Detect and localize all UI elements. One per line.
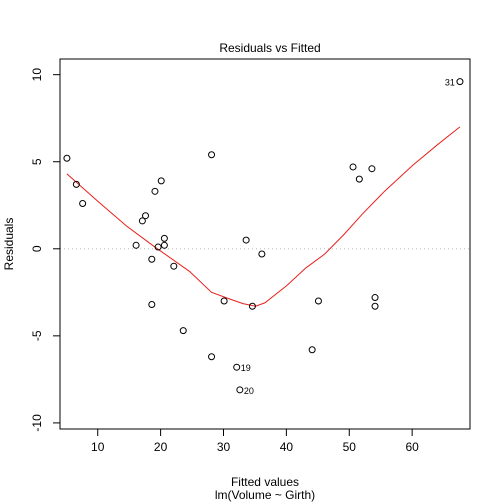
x-tick-label: 40 (280, 440, 294, 454)
x-tick-label: 20 (154, 440, 168, 454)
x-axis: 10 20 30 40 50 60 (91, 428, 419, 454)
data-point (368, 165, 376, 173)
x-axis-label: Fitted values (231, 475, 299, 489)
data-point (208, 353, 216, 361)
data-point (242, 236, 250, 244)
data-point (79, 200, 87, 208)
data-point (220, 297, 228, 305)
data-point (208, 151, 216, 159)
data-point (349, 163, 357, 171)
x-tick-label: 50 (343, 440, 357, 454)
data-point (355, 175, 363, 183)
y-tick-label: 5 (30, 158, 44, 165)
x-tick-label: 10 (91, 440, 105, 454)
data-points (63, 78, 464, 394)
data-point (132, 241, 140, 249)
data-point (248, 302, 256, 310)
data-point (63, 154, 71, 162)
x-tick-label: 60 (405, 440, 419, 454)
data-point (72, 180, 80, 188)
y-axis-label: Residuals (2, 218, 16, 271)
data-point (371, 302, 379, 310)
data-point (157, 177, 165, 185)
point-labels: 19 20 31 (241, 78, 455, 396)
data-point (151, 187, 159, 195)
data-point (160, 234, 168, 242)
data-point (148, 255, 156, 263)
point-label: 20 (244, 386, 254, 396)
point-label: 19 (241, 363, 251, 373)
data-point (148, 301, 156, 309)
y-tick-label: 0 (30, 245, 44, 252)
data-point (142, 212, 150, 220)
point-label: 31 (445, 78, 455, 88)
data-point (308, 346, 316, 354)
data-point (371, 294, 379, 302)
smoother-line (66, 126, 461, 307)
data-point (233, 363, 241, 371)
y-tick-label: -5 (30, 330, 44, 341)
plot-frame (59, 58, 471, 430)
y-axis: -10 -5 0 5 10 (30, 68, 61, 432)
data-point (160, 241, 168, 249)
data-point (258, 250, 266, 258)
x-axis-sublabel: lm(Volume ~ Girth) (215, 488, 315, 502)
x-tick-label: 30 (217, 440, 231, 454)
data-point (179, 327, 187, 335)
data-point (138, 217, 146, 225)
data-point (456, 78, 464, 86)
data-point (236, 386, 244, 394)
y-tick-label: -10 (30, 414, 44, 432)
y-tick-label: 10 (30, 68, 44, 82)
data-point (314, 297, 322, 305)
data-point (154, 243, 162, 251)
data-point (170, 262, 178, 270)
chart-title: Residuals vs Fitted (219, 41, 320, 55)
